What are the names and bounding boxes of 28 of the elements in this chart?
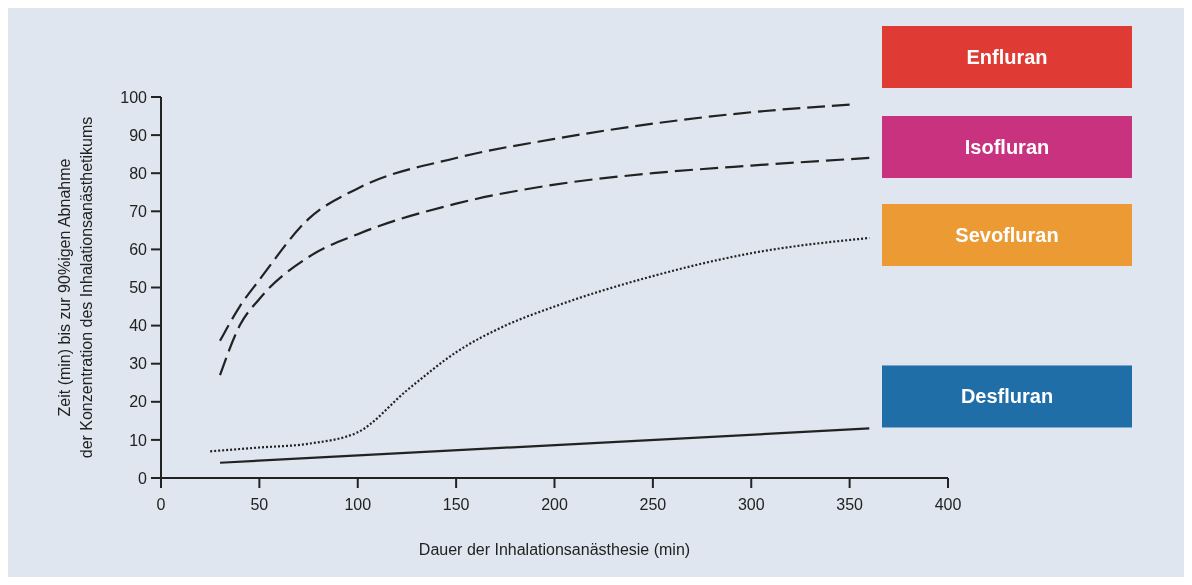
y-tick-label: 60 xyxy=(129,241,148,258)
line-series xyxy=(218,103,851,342)
x-tick-label: 350 xyxy=(836,496,864,513)
text: Isofluran xyxy=(964,136,1050,158)
y-tick-label: 50 xyxy=(129,279,148,297)
y-tick-label: 30 xyxy=(129,355,148,373)
x-tick-label: 100 xyxy=(344,496,372,513)
x-tick-label: 200 xyxy=(541,496,568,513)
y-tick-label: 0 xyxy=(138,469,148,487)
text: Enfluran xyxy=(966,46,1048,68)
x-tick-label: 400 xyxy=(934,496,962,513)
y-tick-label: 100 xyxy=(120,88,148,106)
y-tick-label: 80 xyxy=(129,164,148,182)
y-tick-label: 40 xyxy=(129,317,148,335)
y-axis-title: Zeit (min) bis zur 90%igen Abnahme der Konzentration des Inhalationsanästhetikums xyxy=(56,116,95,459)
x-tick-label: 50 xyxy=(250,496,269,513)
x-axis-title: Dauer der Inhalationsanästhesie (min) xyxy=(418,541,691,558)
x-tick-label: 150 xyxy=(442,496,470,513)
line-series xyxy=(218,156,871,377)
text: Sevofluran xyxy=(955,224,1059,246)
x-tick-label: 300 xyxy=(737,496,765,513)
y-tick-label: 70 xyxy=(129,202,148,220)
text: Desfluran xyxy=(960,385,1054,408)
y-tick-label: 10 xyxy=(129,431,148,449)
y-tick-label: 90 xyxy=(129,126,148,144)
x-tick-label: 0 xyxy=(156,496,166,513)
x-tick-label: 250 xyxy=(639,496,667,513)
y-tick-label: 20 xyxy=(129,393,148,411)
